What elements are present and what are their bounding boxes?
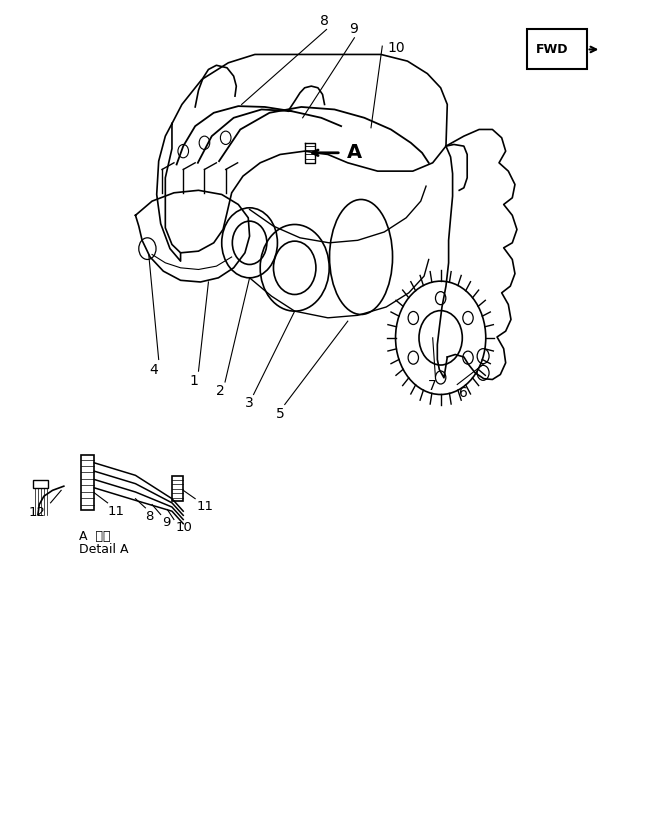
Text: 2: 2 [216,384,225,399]
Text: 9: 9 [349,22,357,36]
Text: 5: 5 [276,407,284,421]
Text: A  詳細: A 詳細 [79,529,110,543]
Text: 8: 8 [145,509,154,523]
Polygon shape [172,477,183,501]
Text: 11: 11 [197,500,213,513]
Text: 4: 4 [150,362,159,377]
Text: 1: 1 [189,373,198,388]
Text: Detail A: Detail A [79,543,128,556]
Text: 10: 10 [387,41,405,55]
Text: 10: 10 [175,521,192,534]
Polygon shape [33,480,48,487]
Text: A: A [347,143,361,162]
Text: FWD: FWD [536,43,569,56]
Circle shape [178,144,189,158]
Polygon shape [81,455,94,509]
Text: 9: 9 [162,516,171,529]
Circle shape [199,136,210,149]
Text: 8: 8 [320,13,329,28]
Text: 3: 3 [246,396,254,410]
Circle shape [220,131,231,144]
Text: 12: 12 [29,506,46,519]
Text: 6: 6 [459,386,468,400]
Text: 11: 11 [108,504,124,518]
Text: 7: 7 [428,379,437,393]
